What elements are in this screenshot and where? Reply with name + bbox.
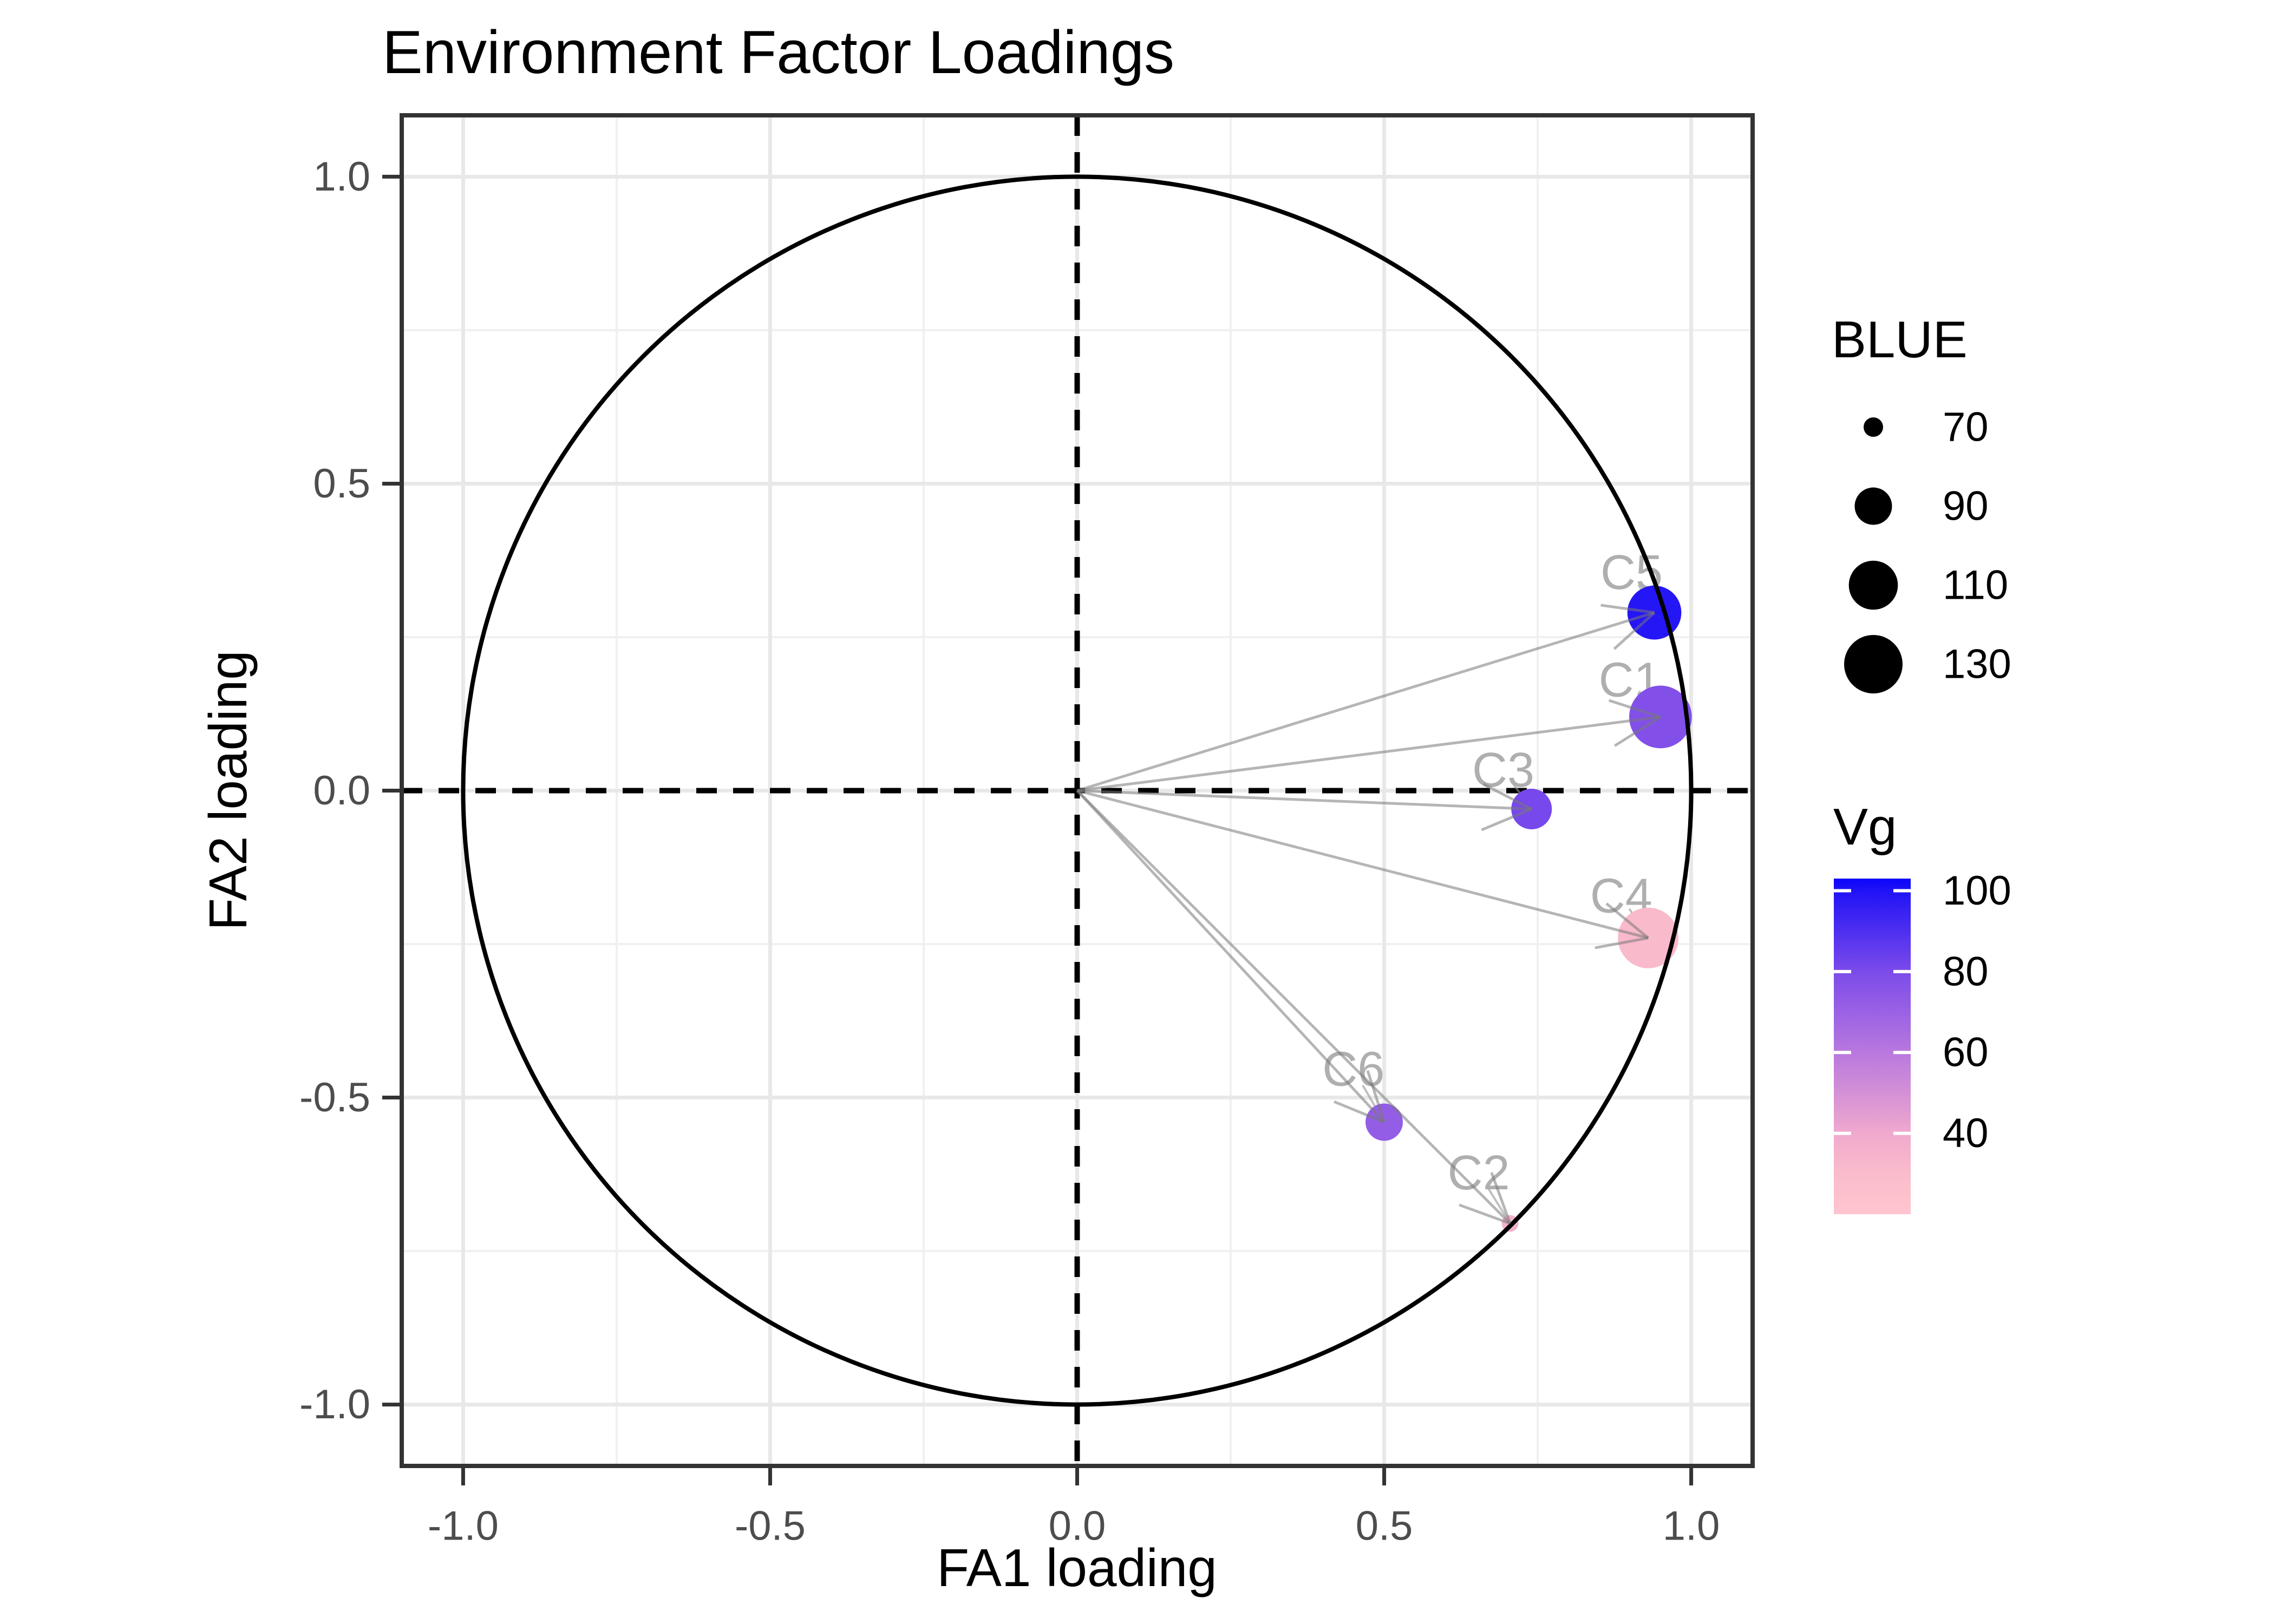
axis-tick-layer: -1.0 -0.5 0.0 0.5 1.0 -1.0 -0.5 0.0 0.5 1.0 — [299, 154, 1720, 1549]
arrow-head-barb-C5 — [1600, 604, 1655, 614]
size-legend-label-90: 90 — [1943, 483, 1989, 529]
arrow-head-barb-C6 — [1334, 1100, 1385, 1124]
color-legend-title: Vg — [1833, 798, 1897, 856]
arrow-shaft-C1 — [1077, 715, 1661, 792]
x-axis-tick-label: 0.0 — [1049, 1503, 1106, 1549]
size-legend-label-130: 130 — [1943, 641, 2011, 687]
arrow-shaft-C3 — [1077, 789, 1532, 811]
vg-colorbar-tick — [1893, 889, 1911, 893]
arrow-shaft-C6 — [1076, 789, 1386, 1123]
arrow-shaft-C5 — [1076, 611, 1655, 792]
x-axis-tick-label: -0.5 — [735, 1503, 806, 1549]
y-axis-tick-label: 0.0 — [313, 768, 370, 814]
size-legend-swatch-110 — [1848, 560, 1898, 610]
x-axis-tick-label: -1.0 — [428, 1503, 499, 1549]
arrow-shaft-C4 — [1076, 789, 1649, 940]
arrow-head-barb-C4 — [1595, 937, 1649, 949]
size-legend-swatch-70 — [1864, 417, 1883, 437]
size-legend-swatch-90 — [1854, 487, 1892, 525]
arrow-head-barb-C4 — [1605, 902, 1649, 939]
y-axis-tick-label: 0.5 — [313, 461, 370, 507]
arrow-head-barb-C6 — [1366, 1070, 1386, 1123]
vg-legend-label-60: 60 — [1943, 1030, 1989, 1076]
vg-colorbar — [1834, 879, 1911, 1214]
y-axis-tick-label: -1.0 — [299, 1381, 370, 1427]
x-axis-tick-label: 0.5 — [1356, 1503, 1413, 1549]
vg-legend-label-40: 40 — [1943, 1110, 1989, 1156]
size-legend-swatch-130 — [1844, 635, 1903, 693]
vg-colorbar-tick — [1834, 1131, 1851, 1135]
size-legend-label-110: 110 — [1943, 562, 2008, 608]
y-axis-title: FA2 loading — [198, 650, 258, 931]
panel-border — [400, 113, 1755, 1468]
point-C1 — [1629, 685, 1692, 749]
legend-layer: 70 90 110 130 100 80 60 40 — [1834, 404, 2011, 1214]
arrow-head-barb-C2 — [1490, 1172, 1512, 1224]
arrow-head-barb-C3 — [1482, 783, 1532, 810]
unit-circle — [461, 174, 1694, 1407]
vg-colorbar-tick — [1893, 1051, 1911, 1055]
arrow-head-barb-C5 — [1613, 611, 1656, 650]
size-legend-title: BLUE — [1832, 311, 1968, 369]
vg-colorbar-tick — [1834, 1051, 1851, 1055]
arrow-shaft-C2 — [1076, 789, 1511, 1224]
vg-colorbar-tick — [1834, 970, 1851, 973]
x-axis-tick-label: 1.0 — [1663, 1503, 1720, 1549]
y-axis-tick-label: -0.5 — [299, 1075, 370, 1121]
size-legend-label-70: 70 — [1943, 404, 1989, 450]
y-axis-tick-label: 1.0 — [313, 154, 370, 200]
plot-title: Environment Factor Loadings — [382, 18, 1174, 86]
vg-legend-label-100: 100 — [1943, 868, 2011, 914]
point-label-C3: C3 — [1472, 743, 1534, 797]
vg-colorbar-tick — [1834, 889, 1851, 893]
vg-legend-label-80: 80 — [1943, 948, 1989, 994]
vg-colorbar-tick — [1893, 1131, 1911, 1135]
arrow-head-barb-C1 — [1608, 699, 1661, 718]
x-axis-title: FA1 loading — [937, 1538, 1217, 1597]
arrow-head-barb-C1 — [1613, 716, 1662, 747]
arrow-head-barb-C3 — [1481, 808, 1532, 831]
vg-colorbar-tick — [1893, 970, 1911, 973]
arrow-head-barb-C2 — [1459, 1203, 1511, 1225]
